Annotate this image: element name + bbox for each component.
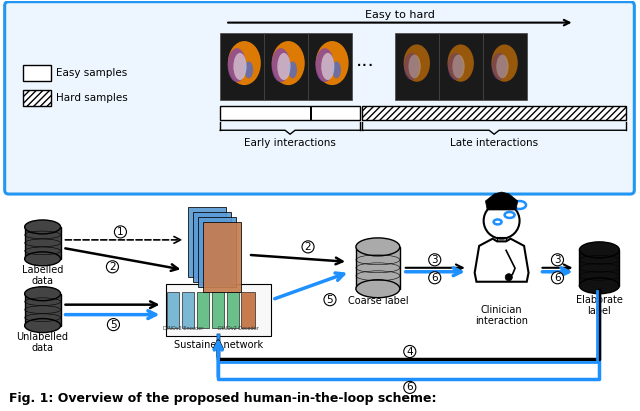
Text: Fig. 1: Overview of the proposed human-in-the-loop scheme:: Fig. 1: Overview of the proposed human-i… [9, 393, 436, 405]
Ellipse shape [271, 48, 290, 82]
Bar [220, 32, 264, 100]
Text: Early interactions: Early interactions [244, 138, 336, 148]
Ellipse shape [579, 278, 620, 294]
Text: Labelled
data: Labelled data [22, 265, 63, 286]
Text: 5: 5 [326, 295, 333, 305]
Polygon shape [486, 192, 518, 210]
Bar [220, 106, 360, 120]
Ellipse shape [579, 242, 620, 258]
Circle shape [505, 274, 513, 281]
Bar [310, 106, 312, 120]
Bar [25, 294, 61, 326]
Ellipse shape [496, 55, 509, 79]
Ellipse shape [408, 55, 420, 79]
Text: DINOv2 Decoder: DINOv2 Decoder [218, 326, 259, 330]
Ellipse shape [448, 53, 463, 80]
Bar [25, 227, 61, 259]
Text: DINOv2 Encoder: DINOv2 Encoder [163, 326, 204, 330]
Text: 6: 6 [554, 273, 561, 283]
Ellipse shape [288, 61, 297, 79]
Bar [356, 247, 400, 289]
Text: Easy to hard: Easy to hard [365, 9, 435, 20]
Text: 3: 3 [431, 255, 438, 265]
Text: Late interactions: Late interactions [450, 138, 538, 148]
Text: Elaborate
label: Elaborate label [576, 295, 623, 316]
Text: 5: 5 [110, 320, 116, 330]
Text: Hard samples: Hard samples [56, 93, 127, 103]
Ellipse shape [228, 48, 246, 82]
Text: Clinician
interaction: Clinician interaction [475, 305, 528, 326]
Bar [198, 217, 236, 287]
Text: 1: 1 [117, 227, 124, 237]
Ellipse shape [316, 48, 334, 82]
Bar [264, 32, 308, 100]
Ellipse shape [356, 238, 400, 256]
Ellipse shape [272, 41, 305, 85]
Bar [241, 292, 255, 328]
Ellipse shape [492, 53, 507, 80]
Text: Igniter network: Igniter network [181, 295, 255, 305]
Ellipse shape [404, 44, 430, 82]
Circle shape [484, 203, 520, 239]
Text: 6: 6 [406, 382, 413, 393]
Text: 2: 2 [305, 242, 311, 252]
Ellipse shape [25, 252, 61, 266]
Text: 3: 3 [554, 255, 561, 265]
Bar [167, 292, 179, 328]
Ellipse shape [316, 41, 349, 85]
Bar [188, 207, 226, 277]
Text: Unlabelled
data: Unlabelled data [17, 332, 68, 353]
Bar [204, 222, 241, 292]
Ellipse shape [25, 319, 61, 332]
Ellipse shape [234, 53, 246, 80]
Ellipse shape [356, 280, 400, 298]
Ellipse shape [332, 61, 341, 79]
Bar [308, 32, 352, 100]
Text: Easy samples: Easy samples [56, 69, 127, 79]
Ellipse shape [25, 220, 61, 234]
Bar [362, 106, 627, 120]
Bar [395, 32, 439, 100]
Text: Coarse label: Coarse label [348, 296, 408, 306]
Bar [212, 292, 224, 328]
Text: Sustainer network: Sustainer network [173, 339, 263, 349]
Bar [193, 212, 231, 282]
Ellipse shape [244, 61, 253, 79]
Text: ···: ··· [356, 57, 374, 76]
Bar [227, 292, 239, 328]
Bar [182, 292, 195, 328]
Ellipse shape [404, 53, 419, 80]
Ellipse shape [277, 53, 291, 80]
Bar [22, 65, 51, 81]
Ellipse shape [25, 287, 61, 301]
Bar [166, 284, 271, 335]
Text: 6: 6 [431, 273, 438, 283]
Bar [483, 32, 527, 100]
Ellipse shape [492, 44, 518, 82]
Text: 2: 2 [109, 262, 116, 272]
Ellipse shape [452, 55, 465, 79]
Ellipse shape [321, 53, 334, 80]
Ellipse shape [447, 44, 474, 82]
Polygon shape [475, 239, 529, 282]
Text: 4: 4 [406, 346, 413, 356]
FancyBboxPatch shape [4, 2, 634, 194]
Ellipse shape [228, 41, 261, 85]
Bar [22, 90, 51, 106]
Bar [579, 250, 620, 286]
Bar [439, 32, 483, 100]
Bar [197, 292, 209, 328]
